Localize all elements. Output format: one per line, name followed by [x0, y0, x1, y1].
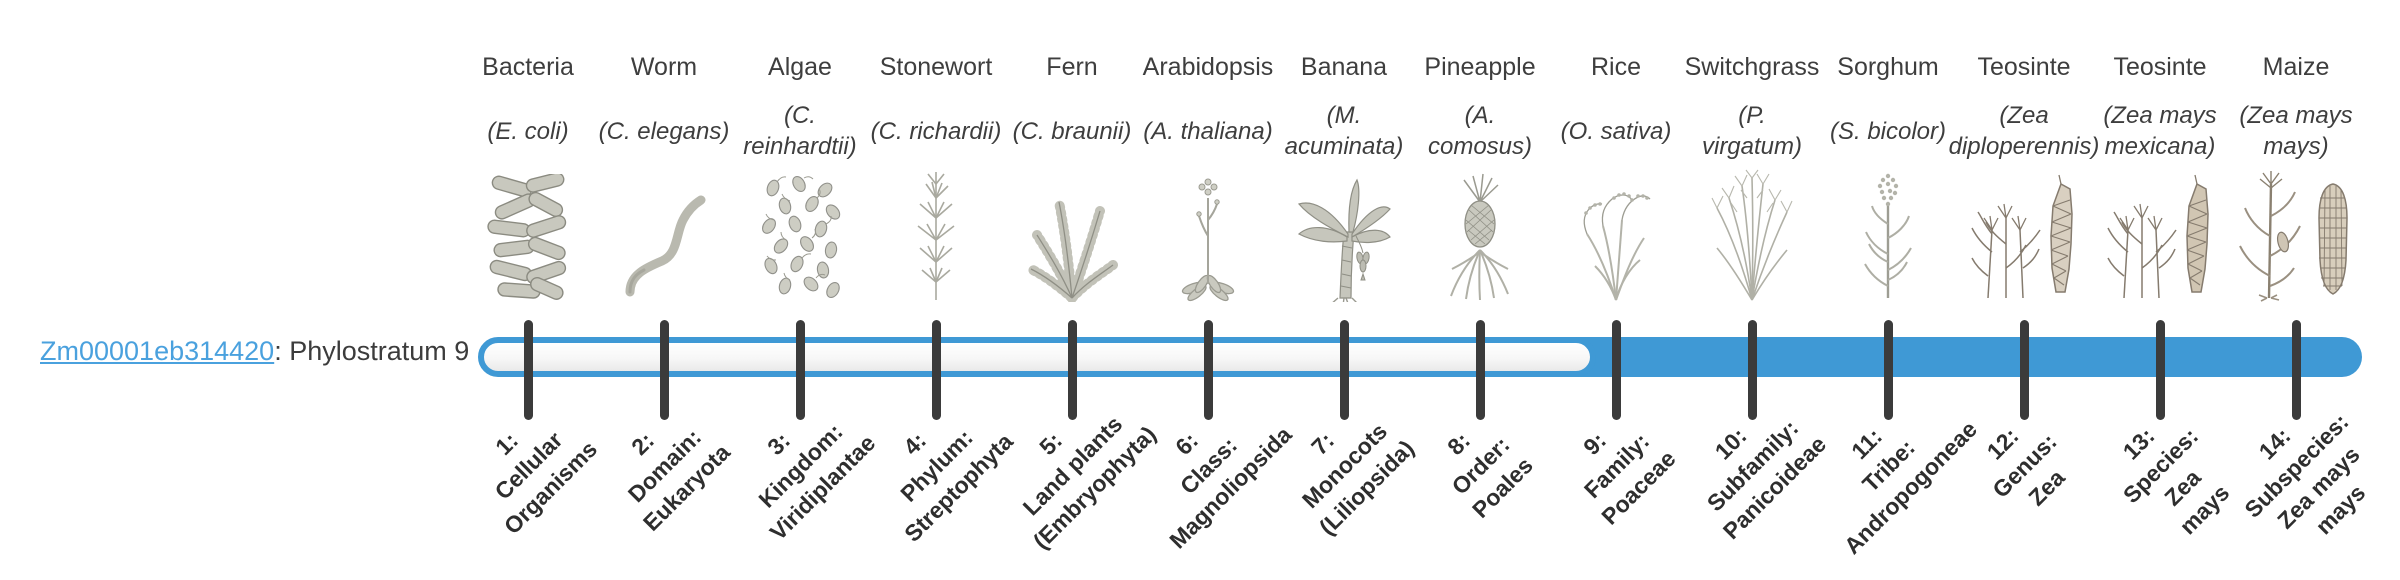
organism-species-name-sorghum: (S. bicolor): [1829, 117, 1947, 145]
organism-common-name-banana: Banana: [1300, 53, 1388, 81]
teosinte-mexicana-icon: [2095, 168, 2225, 302]
organism-common-name-bacteria: Bacteria: [482, 53, 574, 81]
organism-common-name-pineapple: Pineapple: [1424, 53, 1536, 81]
organism-species-name-fern: (C. braunii): [1012, 117, 1132, 145]
organism-common-name-switchgrass: Switchgrass: [1684, 53, 1820, 81]
phylostratum-tick-14: [2291, 320, 2301, 420]
organism-common-name-worm: Worm: [630, 53, 698, 81]
organism-common-name-teosinte-mexicana: Teosinte: [2113, 53, 2207, 81]
organism-species-name-stonewort: (C. richardii): [870, 117, 1002, 145]
organism-species-name-worm: (C. elegans): [598, 117, 730, 145]
organism-common-name-maize: Maize: [2262, 53, 2330, 81]
maize-icon: [2231, 168, 2361, 302]
organism-species-name-maize: (Zea mays mays): [2239, 102, 2353, 160]
organism-species-name-arabidopsis: (A. thaliana): [1143, 117, 1273, 145]
arabidopsis-icon: [1143, 168, 1273, 302]
organism-species-name-teosinte-diploperennis: (Zea diploperennis): [1948, 102, 2100, 160]
organism-species-name-switchgrass: (P. virgatum): [1701, 102, 1803, 160]
phylostratum-tick-11: [1883, 320, 1893, 420]
algae-icon: [735, 168, 865, 302]
organism-common-name-sorghum: Sorghum: [1837, 53, 1939, 81]
gene-label: Zm00001eb314420: Phylostratum 9: [40, 334, 469, 368]
worm-icon: [599, 168, 729, 302]
organism-species-name-teosinte-mexicana: (Zea mays mexicana): [2103, 102, 2217, 160]
stonewort-icon: [871, 168, 1001, 302]
phylostratum-tick-7: [1339, 320, 1349, 420]
phylostratum-tick-1: [523, 320, 533, 420]
organism-species-name-algae: (C. reinhardtii): [743, 102, 857, 160]
organism-common-name-stonewort: Stonewort: [879, 53, 993, 81]
phylostratum-tick-4: [931, 320, 941, 420]
timeline-bar-highlight: [1550, 337, 2362, 377]
organism-common-name-arabidopsis: Arabidopsis: [1142, 53, 1274, 81]
organism-common-name-teosinte-diploperennis: Teosinte: [1977, 53, 2071, 81]
bacteria-icon: [463, 168, 593, 302]
organism-species-name-bacteria: (E. coli): [487, 117, 569, 145]
timeline-bar-track: [478, 337, 1596, 377]
banana-icon: [1279, 168, 1409, 302]
organism-species-name-banana: (M. acuminata): [1284, 102, 1404, 160]
phylostratum-tick-2: [659, 320, 669, 420]
organism-species-name-pineapple: (A. comosus): [1427, 102, 1533, 160]
pineapple-icon: [1415, 168, 1545, 302]
sorghum-icon: [1823, 168, 1953, 302]
organism-common-name-algae: Algae: [768, 53, 832, 81]
phylostratum-tick-6: [1203, 320, 1213, 420]
phylostratum-tick-9: [1611, 320, 1621, 420]
organism-species-name-rice: (O. sativa): [1560, 117, 1672, 145]
phylostratum-tick-13: [2155, 320, 2165, 420]
gene-id-link[interactable]: Zm00001eb314420: [40, 336, 275, 366]
phylostratum-tick-5: [1067, 320, 1077, 420]
phylostratum-tick-8: [1475, 320, 1485, 420]
organism-common-name-fern: Fern: [1046, 53, 1098, 81]
gene-phylostratum-text: : Phylostratum 9: [274, 336, 470, 366]
switchgrass-icon: [1687, 168, 1817, 302]
teosinte-diploperennis-icon: [1959, 168, 2089, 302]
organism-common-name-rice: Rice: [1590, 53, 1641, 81]
phylostratum-tick-12: [2019, 320, 2029, 420]
phylostratum-tick-10: [1747, 320, 1757, 420]
fern-icon: [1007, 168, 1137, 302]
rice-icon: [1551, 168, 1681, 302]
phylostratum-tick-3: [795, 320, 805, 420]
